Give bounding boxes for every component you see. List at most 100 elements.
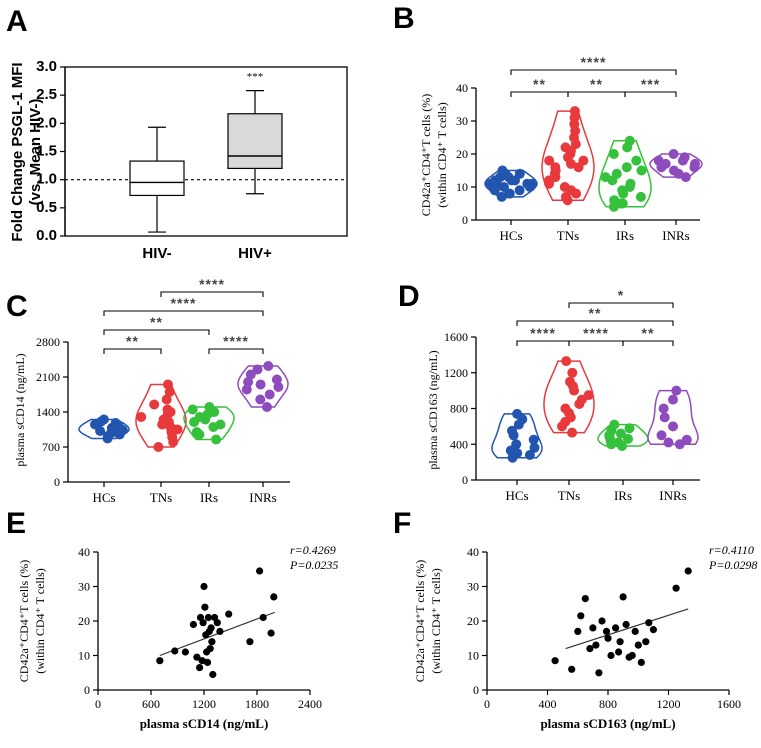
correlation-r: r=0.4110: [709, 543, 754, 557]
x-category-label: IRs: [616, 228, 634, 243]
data-point: [98, 414, 109, 425]
violin-hcs: [78, 418, 130, 440]
x-category-label: HCs: [92, 490, 115, 505]
x-category-label: TNs: [150, 490, 172, 505]
data-point: [568, 665, 576, 673]
y-tick-label: 0: [54, 475, 60, 489]
x-tick-label: 600: [142, 697, 160, 711]
y-tick-label: 40: [456, 81, 468, 95]
significance-stars: ****: [223, 333, 249, 349]
y-tick-label: 40: [78, 545, 90, 559]
x-axis-label: plasma sCD163 (ng/mL): [540, 716, 675, 731]
significance-stars: **: [150, 314, 163, 330]
violin-inrs: [237, 365, 289, 408]
data-point: [567, 367, 578, 378]
data-point: [634, 641, 642, 649]
data-point: [613, 437, 624, 448]
data-point: [637, 658, 645, 667]
x-tick-label: 800: [599, 697, 617, 711]
data-point: [255, 394, 266, 405]
data-point: [153, 442, 164, 452]
data-point: [611, 168, 622, 179]
data-point: [622, 620, 630, 629]
data-point: [252, 364, 263, 375]
y-tick-label: 1200: [444, 366, 468, 380]
significance-bracket: [208, 348, 264, 354]
correlation-r: r=0.4269: [290, 543, 336, 557]
data-point: [259, 613, 267, 622]
x-category-label: INRs: [249, 490, 276, 505]
data-point: [583, 390, 594, 401]
data-point: [246, 638, 254, 646]
data-point: [615, 648, 623, 656]
significance-bracket: [510, 91, 569, 97]
data-point: [608, 149, 619, 159]
data-point: [514, 185, 525, 196]
data-point: [550, 162, 561, 173]
data-point: [203, 658, 212, 667]
data-point: [206, 645, 214, 653]
data-point: [623, 433, 633, 444]
significance-bracket: [160, 291, 264, 297]
data-point: [581, 595, 589, 603]
x-tick-label: 1600: [717, 697, 741, 711]
x-tick-label: 2400: [298, 697, 322, 711]
y-tick-label: 1600: [444, 330, 468, 344]
data-point: [672, 584, 680, 592]
data-point: [628, 651, 636, 660]
significance-bracket: [516, 340, 570, 346]
regression-line: [159, 611, 275, 657]
y-axis-label: CD42a⁺CD4⁺T cells (%): [419, 94, 433, 216]
y-tick-label: 400: [450, 437, 468, 451]
data-point: [609, 419, 620, 430]
x-tick-label: 0: [95, 697, 101, 711]
y-axis-label: CD42a⁺CD4⁺T cells (%): [413, 560, 427, 682]
panel-label-e: E: [6, 507, 26, 540]
data-point: [649, 626, 658, 634]
data-point: [225, 610, 233, 618]
panel-e-scatter-plot: 0 10 20 30 40 0 600 1200 1800 2400 r=0.4269P=0.023…: [17, 543, 338, 731]
data-point: [609, 195, 620, 206]
data-point: [187, 404, 198, 415]
panel-label-b: B: [393, 2, 415, 35]
y-tick-label: 1400: [36, 405, 60, 419]
data-point: [527, 178, 538, 189]
y-axis-label-line2: (vs. Mean HIV-): [27, 99, 44, 206]
data-point: [504, 188, 515, 199]
data-point: [163, 379, 173, 390]
y-tick-label: 0: [462, 473, 468, 487]
data-point: [497, 165, 508, 176]
y-tick-label: 0: [84, 683, 90, 697]
significance-bracket: [103, 348, 162, 354]
data-point: [512, 408, 523, 419]
data-point: [156, 657, 164, 665]
x-tick-label: 0: [484, 697, 490, 711]
data-point: [690, 158, 700, 169]
significance-bracket: [624, 91, 677, 97]
significance-stars: **: [590, 76, 603, 92]
data-point: [612, 624, 620, 632]
significance-stars: ****: [581, 54, 607, 70]
data-point: [241, 384, 252, 395]
x-category-label: HIV-: [142, 245, 171, 262]
data-point: [213, 619, 221, 627]
data-point: [196, 664, 204, 672]
x-axis-label: plasma sCD14 (ng/mL): [140, 716, 269, 731]
x-tick-label: 1200: [657, 697, 681, 711]
data-point: [514, 168, 525, 179]
data-point: [625, 178, 636, 189]
data-point: [194, 412, 205, 422]
data-point: [624, 423, 635, 434]
data-point: [171, 647, 179, 655]
violin-irs: [598, 140, 652, 208]
data-point: [663, 437, 674, 448]
significance-stars: **: [126, 333, 139, 349]
data-point: [668, 421, 678, 432]
data-point: [551, 657, 559, 665]
data-point: [193, 653, 201, 661]
significance-bracket: [103, 310, 264, 316]
significance-stars: **: [642, 325, 655, 341]
y-tick-label: 40: [467, 545, 479, 559]
significance-stars: ****: [171, 295, 197, 311]
data-point: [110, 418, 121, 428]
